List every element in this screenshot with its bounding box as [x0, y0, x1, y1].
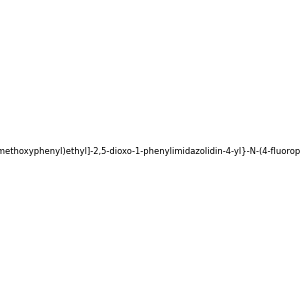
Text: 2-{3-[2-(3,4-dimethoxyphenyl)ethyl]-2,5-dioxo-1-phenylimidazolidin-4-yl}-N-(4-fl: 2-{3-[2-(3,4-dimethoxyphenyl)ethyl]-2,5-…	[0, 147, 300, 156]
